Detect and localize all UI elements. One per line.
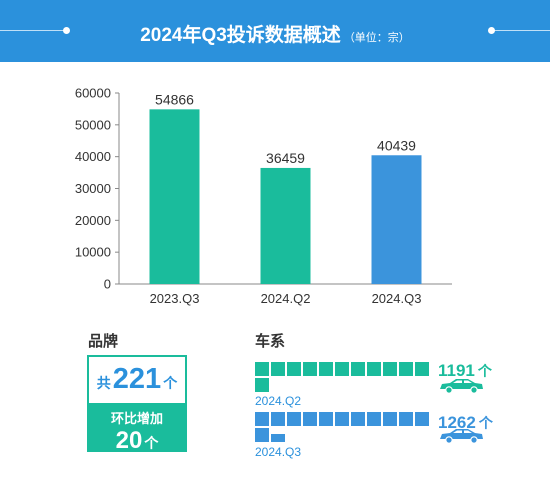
series-block (255, 412, 269, 426)
series-block (335, 362, 349, 376)
series-section-title: 车系 (255, 333, 286, 350)
brand-delta-label: 环比增加 (110, 411, 163, 426)
brand-delta-unit: 个 (144, 435, 159, 451)
series-block (383, 362, 397, 376)
series-block (255, 378, 269, 392)
series-block (255, 428, 269, 442)
series-block (399, 362, 413, 376)
brand-delta-panel: 环比增加 20 个 (87, 405, 187, 454)
brand-total-value: 221 (112, 363, 162, 395)
series-block (383, 412, 397, 426)
bar (260, 167, 311, 284)
series-period-label: 2024.Q2 (255, 394, 302, 408)
bar (149, 109, 200, 284)
brand-total-panel: 共221 个 (87, 355, 187, 405)
y-tick-label: 40000 (75, 149, 111, 164)
y-tick-label: 10000 (75, 245, 111, 260)
x-tick-label: 2024.Q2 (261, 291, 311, 306)
series-block (351, 412, 365, 426)
header-left-line (0, 30, 66, 31)
series-block (319, 362, 333, 376)
brand-stat-card: 共221 个 环比增加 20 个 (87, 355, 187, 454)
series-block (303, 412, 317, 426)
series-count-value: 1262 (438, 413, 476, 432)
series-block (351, 362, 365, 376)
series-block (335, 412, 349, 426)
series-block (415, 362, 429, 376)
series-block (255, 362, 269, 376)
series-block (271, 362, 285, 376)
header-right-line (492, 30, 550, 31)
x-tick-label: 2023.Q3 (150, 291, 200, 306)
series-block (367, 362, 381, 376)
title-text: 2024年Q3投诉数据概述 (140, 25, 341, 46)
series-block-partial (271, 433, 285, 442)
complaint-bar-chart: 0 10000 20000 30000 40000 50000 60000 54866 2023… (75, 86, 452, 306)
header-banner: 2024年Q3投诉数据概述 （单位：宗） (0, 0, 550, 62)
bar-value-label: 40439 (377, 137, 416, 153)
series-block (287, 362, 301, 376)
header-left-dot (63, 27, 70, 34)
series-block (271, 412, 285, 426)
brand-total-prefix: 共 (96, 375, 111, 391)
unit-text: （单位：宗） (343, 32, 410, 44)
bar-value-label: 54866 (155, 91, 194, 107)
series-count: 1191 个 (438, 361, 492, 381)
series-count-unit: 个 (478, 415, 493, 431)
series-count: 1262 个 (438, 413, 493, 433)
x-tick-label: 2024.Q3 (372, 291, 422, 306)
brand-total-unit: 个 (163, 375, 178, 391)
series-period-label: 2024.Q3 (255, 445, 302, 459)
series-block (367, 412, 381, 426)
y-tick-label: 60000 (75, 86, 111, 101)
series-count-unit: 个 (477, 363, 492, 379)
series-block (399, 412, 413, 426)
y-tick-label: 0 (104, 277, 111, 292)
series-block (303, 362, 317, 376)
car-icon (440, 379, 483, 394)
series-block (415, 412, 429, 426)
brand-delta-value: 20 (115, 427, 143, 454)
y-tick-label: 20000 (75, 213, 111, 228)
series-count-value: 1191 (438, 361, 475, 380)
bar (371, 155, 422, 284)
series-block (319, 412, 333, 426)
header-right-dot (488, 27, 495, 34)
page-title: 2024年Q3投诉数据概述 （单位：宗） (0, 20, 550, 47)
brand-section-title: 品牌 (88, 333, 119, 350)
y-tick-label: 30000 (75, 181, 111, 196)
car-icon (440, 429, 483, 444)
series-block (287, 412, 301, 426)
y-tick-label: 50000 (75, 117, 111, 132)
bar-value-label: 36459 (266, 150, 305, 166)
